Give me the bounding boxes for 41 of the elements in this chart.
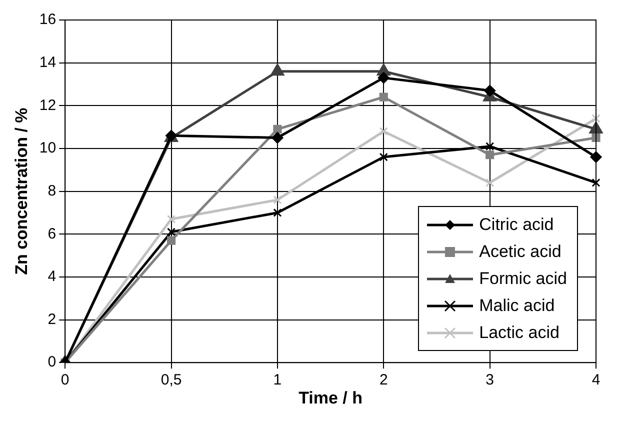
y-tick-label: 16	[39, 11, 56, 28]
point	[379, 127, 388, 136]
point	[592, 114, 600, 123]
y-tick-label: 0	[48, 354, 56, 371]
x-tick-label: 4	[592, 372, 600, 389]
point	[486, 150, 494, 160]
point	[486, 142, 494, 151]
legend-label: Malic acid	[479, 296, 555, 316]
point	[273, 124, 282, 134]
y-tick-label: 2	[48, 310, 56, 328]
point	[272, 132, 284, 144]
legend-label: Formic acid	[479, 268, 567, 288]
x-tick-label: 0	[60, 372, 70, 389]
x-axis-title: Time / h	[298, 388, 363, 408]
point	[379, 92, 388, 102]
x-tick-label: 3	[486, 372, 494, 389]
point	[166, 214, 176, 224]
legend-label: Citric acid	[479, 214, 554, 234]
y-tick-label: 4	[48, 268, 56, 286]
point	[379, 152, 388, 162]
point	[273, 196, 282, 204]
y-tick-label: 14	[39, 54, 56, 71]
y-tick-label: 12	[39, 96, 56, 114]
x-tick-label: 2	[379, 372, 388, 389]
y-tick-label: 10	[39, 140, 56, 157]
x-tick-label: 1	[273, 372, 282, 389]
legend-label: Lactic acid	[479, 322, 560, 342]
point	[592, 178, 600, 188]
point	[166, 236, 176, 245]
y-tick-label: 6	[48, 225, 56, 242]
y-axis-title: Zn concentration / %	[12, 108, 31, 275]
point	[486, 178, 494, 188]
point	[166, 228, 176, 236]
point	[592, 133, 600, 142]
point	[590, 151, 602, 163]
point	[484, 84, 496, 96]
point	[273, 208, 282, 217]
point	[378, 72, 390, 84]
y-tick-label: 8	[48, 182, 56, 200]
legend-label: Acetic acid	[479, 242, 562, 262]
x-tick-label: 0,5	[160, 372, 182, 389]
